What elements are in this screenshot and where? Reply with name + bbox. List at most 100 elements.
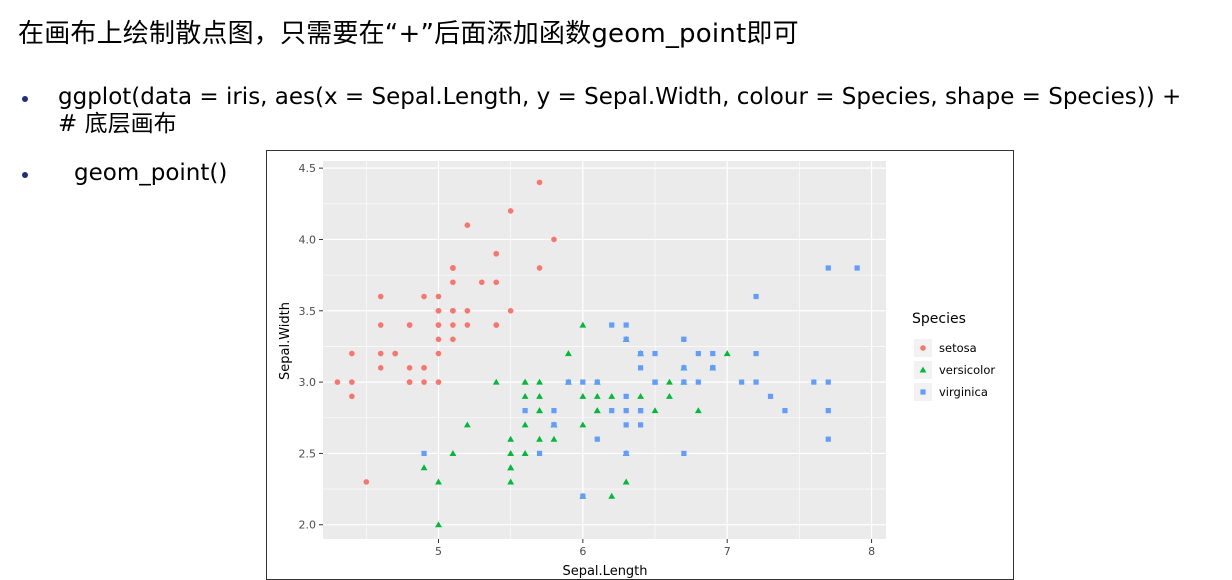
virginica-point — [739, 379, 745, 385]
virginica-point — [681, 450, 687, 457]
setosa-point — [450, 279, 456, 286]
virginica-point — [609, 322, 615, 328]
versicolor-point — [579, 392, 587, 399]
virginica-point — [594, 379, 600, 385]
versicolor-point — [637, 392, 644, 399]
virginica-point — [623, 322, 629, 328]
legend-label-virginica: virginica — [939, 385, 988, 399]
plot-panel — [323, 161, 886, 539]
y-tick-label: 2.5 — [299, 447, 317, 460]
setosa-point — [435, 322, 442, 328]
setosa-point — [493, 322, 500, 328]
setosa-point — [363, 479, 370, 485]
setosa-point — [334, 379, 341, 385]
y-tick-label: 4.5 — [299, 162, 317, 175]
versicolor-point — [723, 350, 731, 357]
setosa-point — [421, 379, 427, 385]
bullet-dot-icon — [22, 96, 28, 102]
setosa-point — [450, 307, 456, 314]
versicolor-point — [666, 378, 673, 385]
setosa-point — [450, 322, 456, 328]
virginica-point — [681, 336, 687, 342]
virginica-point — [695, 350, 701, 357]
virginica-point — [623, 336, 629, 342]
y-axis: 2.0 2.5 3.0 3.5 4.0 4.5 — [299, 162, 323, 532]
y-tick-label: 2.0 — [299, 519, 317, 532]
versicolor-point — [536, 407, 543, 414]
setosa-point — [536, 265, 543, 271]
versicolor-point — [507, 478, 515, 485]
virginica-point — [710, 350, 716, 357]
virginica-point — [637, 408, 644, 414]
virginica-point — [623, 422, 629, 428]
versicolor-point — [536, 378, 543, 385]
virginica-point — [623, 450, 629, 457]
legend-virginica-marker — [920, 389, 926, 395]
versicolor-point — [593, 392, 601, 399]
setosa-point — [464, 307, 471, 314]
code-line-geom-point: geom_point() — [74, 160, 228, 186]
virginica-point — [710, 365, 716, 371]
legend-versicolor-marker — [919, 366, 927, 373]
versicolor-point — [420, 464, 428, 471]
x-tick-label: 8 — [868, 545, 875, 558]
virginica-point — [580, 379, 586, 385]
versicolor-point — [608, 492, 616, 499]
x-axis-label: Sepal.Length — [562, 564, 647, 579]
virginica-point — [536, 450, 543, 457]
virginica-point — [522, 408, 528, 414]
legend-title: Species — [912, 311, 966, 327]
versicolor-point — [608, 392, 616, 399]
virginica-point — [652, 379, 658, 385]
data-points — [334, 179, 860, 528]
versicolor-point — [507, 464, 515, 471]
x-tick-label: 6 — [579, 545, 586, 558]
legend: Species setosa versicolor virginica — [912, 311, 995, 401]
setosa-point — [406, 379, 413, 385]
setosa-point — [406, 365, 413, 371]
setosa-point — [377, 365, 384, 371]
setosa-point — [349, 393, 355, 400]
setosa-point — [349, 379, 355, 385]
setosa-point — [377, 322, 384, 328]
setosa-point — [421, 365, 427, 371]
setosa-point — [406, 322, 413, 328]
setosa-point — [392, 350, 398, 357]
virginica-point — [753, 379, 759, 385]
virginica-point — [782, 408, 788, 414]
legend-setosa-marker — [920, 345, 926, 351]
virginica-point — [652, 350, 658, 357]
virginica-point — [825, 265, 831, 271]
virginica-point — [623, 393, 629, 399]
versicolor-point — [666, 392, 673, 399]
x-axis: 5 6 7 8 — [435, 539, 875, 558]
versicolor-point — [463, 421, 471, 428]
versicolor-point — [565, 350, 572, 357]
legend-label-versicolor: versicolor — [939, 363, 995, 377]
versicolor-point — [694, 407, 702, 414]
versicolor-point — [507, 450, 515, 456]
virginica-point — [753, 350, 759, 357]
virginica-point — [767, 393, 774, 399]
y-tick-label: 3.5 — [299, 305, 317, 318]
slide-title: 在画布上绘制散点图，只需要在“+”后面添加函数geom_point即可 — [18, 19, 799, 49]
versicolor-point — [579, 421, 587, 428]
setosa-point — [464, 222, 471, 228]
virginica-point — [825, 408, 831, 414]
versicolor-point — [579, 321, 587, 328]
setosa-point — [450, 265, 456, 271]
x-tick-label: 7 — [724, 545, 731, 558]
setosa-point — [435, 379, 442, 385]
setosa-point — [464, 322, 471, 328]
setosa-point — [551, 236, 557, 243]
virginica-point — [695, 379, 701, 385]
scatter-chart: 2.0 2.5 3.0 3.5 4.0 4.5 5 6 7 8 Sepal.Width Sepa… — [278, 161, 995, 579]
setosa-point — [349, 350, 355, 357]
virginica-point — [551, 408, 557, 414]
legend-label-setosa: setosa — [939, 341, 977, 355]
setosa-point — [435, 307, 442, 314]
virginica-point — [580, 493, 586, 499]
y-tick-label: 3.0 — [299, 376, 317, 389]
setosa-point — [435, 350, 442, 357]
versicolor-point — [536, 435, 543, 442]
